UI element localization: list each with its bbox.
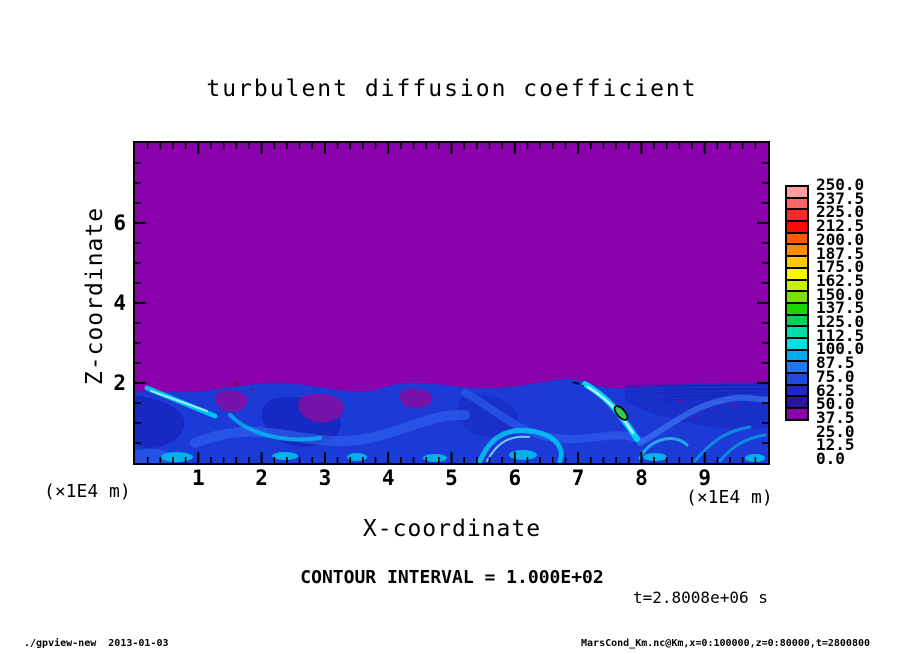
cyan-filaments <box>144 385 767 463</box>
z-axis-title: Z-coordinate <box>82 206 108 386</box>
colorbar-label-62.5: 62.5 <box>816 380 855 400</box>
x-axis-title: X-coordinate <box>362 516 542 542</box>
contour-interval-note: CONTOUR INTERVAL = 1.000E+02 <box>300 567 604 588</box>
colorbar-label-250.0: 250.0 <box>816 175 865 194</box>
contour-specks <box>234 381 584 391</box>
colorbar-label-225.0: 225.0 <box>816 202 865 222</box>
colorbar-label-50.0: 50.0 <box>816 394 855 414</box>
x-tick-label-8: 8 <box>635 466 648 490</box>
x-tick-label-5: 5 <box>445 466 458 490</box>
footer-command-line: ./gpview-new 2013-01-03 <box>24 638 169 649</box>
colorbar-label-175.0: 175.0 <box>816 257 865 277</box>
colorbar-label-87.5: 87.5 <box>816 353 855 373</box>
colorbar-label-237.5: 237.5 <box>816 188 865 208</box>
colorbar-label-12.5: 12.5 <box>816 435 855 455</box>
colorbar-label-112.5: 112.5 <box>816 325 865 345</box>
colorbar-label-187.5: 187.5 <box>816 243 865 263</box>
cyan-bottom-patches <box>161 450 765 462</box>
colorbar-label-150.0: 150.0 <box>816 284 865 304</box>
turbulence-heatmap <box>135 143 768 463</box>
footer-dataset-info: MarsCond_Km.nc@Km,x=0:100000,z=0:80000,t… <box>581 638 870 649</box>
x-tick-label-6: 6 <box>508 466 522 490</box>
colorbar-label-37.5: 37.5 <box>816 407 855 427</box>
contour-enclosed-green-core <box>613 405 629 421</box>
purple-pockets <box>215 382 737 423</box>
colorbar-label-125.0: 125.0 <box>816 312 865 331</box>
time-stamp: t=2.8008e+06 s <box>633 588 768 607</box>
x-tick-label-9: 9 <box>698 466 712 490</box>
z-axis-unit-label: (×1E4 m) <box>44 481 131 502</box>
colorbar-label-162.5: 162.5 <box>816 270 865 290</box>
x-tick-label-7: 7 <box>571 466 585 490</box>
x-tick-label-4: 4 <box>381 466 395 490</box>
colorbar-label-137.5: 137.5 <box>816 298 865 318</box>
plot-area <box>133 141 770 465</box>
colorbar-label-25.0: 25.0 <box>816 421 855 441</box>
colorbar: 250.0 237.5 225.0 212.5 200.0 187.5 175.0 162.5… <box>785 177 904 475</box>
colorbar-label-212.5: 212.5 <box>816 216 865 236</box>
colorbar-label-75.0: 75.0 <box>816 366 855 386</box>
z-tick-label-4: 4 <box>113 291 126 315</box>
x-tick-label-3: 3 <box>318 466 332 490</box>
colorbar-label-0.0: 0.0 <box>816 449 845 468</box>
x-tick-label-2: 2 <box>255 466 268 490</box>
dark-blue-eddies <box>135 394 518 448</box>
colorbar-label-100.0: 100.0 <box>816 339 865 359</box>
axis-ticks <box>135 143 768 463</box>
x-tick-label-1: 1 <box>191 466 205 490</box>
z-tick-label-6: 6 <box>113 211 126 235</box>
colorbar-swatch-19 <box>785 407 809 421</box>
chart-title: turbulent diffusion coefficient <box>206 76 698 102</box>
bright-filament <box>582 381 640 442</box>
colorbar-label-200.0: 200.0 <box>816 229 865 249</box>
x-axis-unit-label: (×1E4 m) <box>686 487 773 508</box>
z-tick-label-2: 2 <box>113 371 126 395</box>
